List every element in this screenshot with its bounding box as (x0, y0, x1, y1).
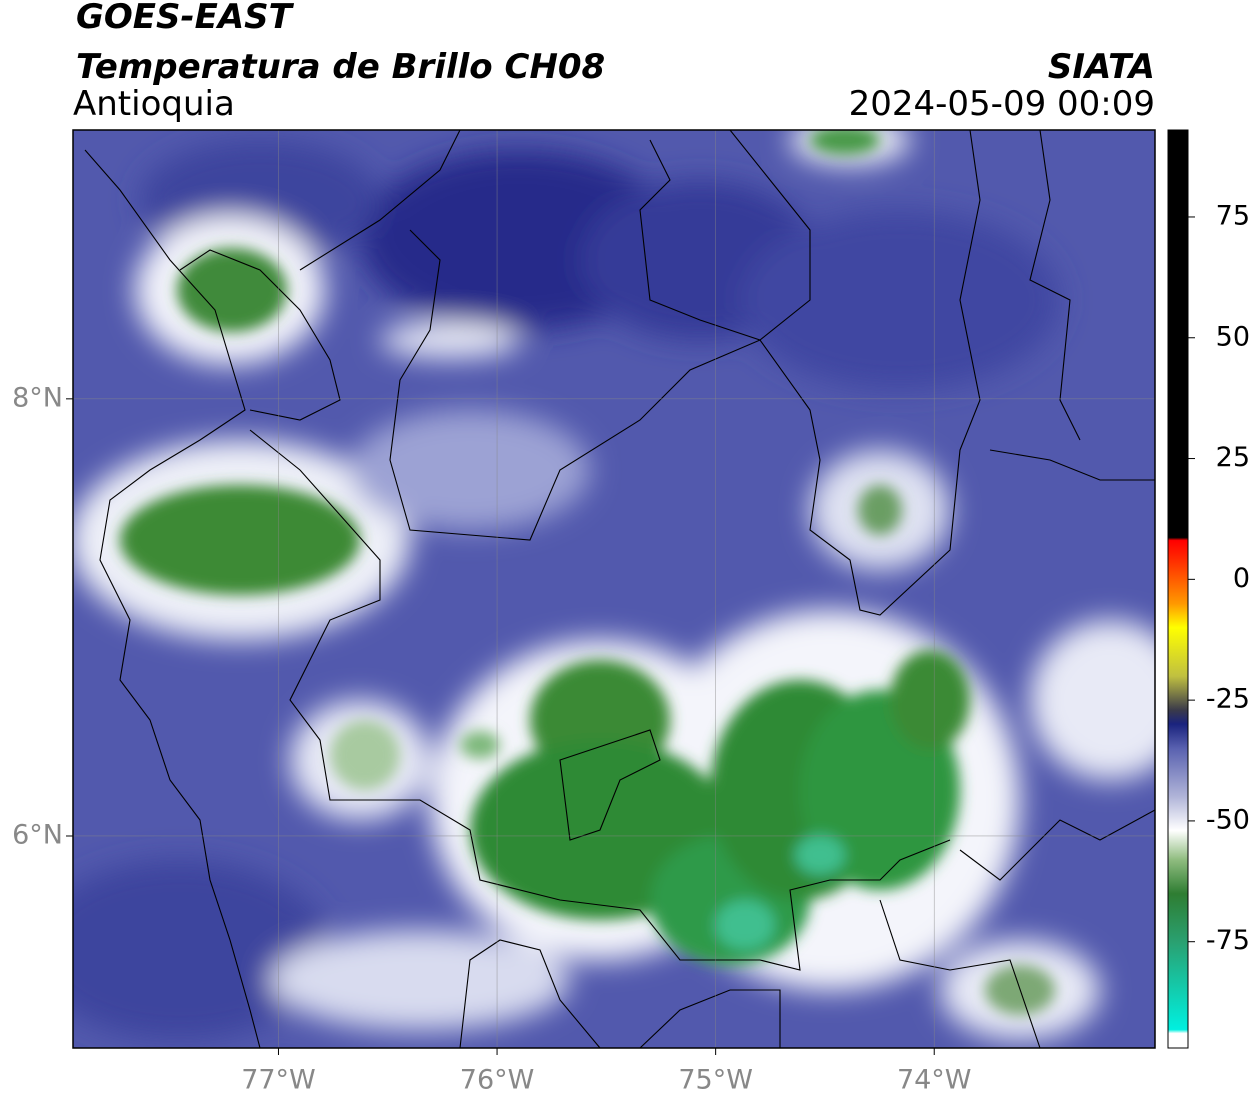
colorbar-tick-label: 25 (1216, 442, 1250, 473)
colorbar-tick-label: -75 (1206, 925, 1250, 956)
source-label: SIATA (1048, 47, 1155, 87)
gridlines (73, 130, 1155, 1048)
datetime-label: 2024-05-09 00:09 (849, 84, 1155, 124)
colorbar-tick-label: 75 (1216, 200, 1250, 231)
colorbar-tick-label: -50 (1206, 804, 1250, 835)
x-tick-label: 74°W (897, 1065, 972, 1096)
x-tick-label: 76°W (460, 1065, 535, 1096)
satellite-image (73, 130, 1155, 1048)
y-tick-label: 6°N (12, 819, 63, 850)
colorbar (1167, 129, 1189, 1049)
region-label: Antioquia (73, 84, 235, 124)
colorbar-tick-label: 0 (1233, 563, 1250, 594)
map-frame (72, 129, 1156, 1049)
colorbar-tick-label: -25 (1206, 684, 1250, 715)
x-tick-label: 75°W (678, 1065, 753, 1096)
colorbar-tick-label: 50 (1216, 321, 1250, 352)
y-tick-label: 8°N (12, 382, 63, 413)
product-title: Temperatura de Brillo CH08 (76, 47, 605, 87)
satellite-title: GOES-EAST (76, 0, 295, 37)
x-tick-label: 77°W (241, 1065, 316, 1096)
